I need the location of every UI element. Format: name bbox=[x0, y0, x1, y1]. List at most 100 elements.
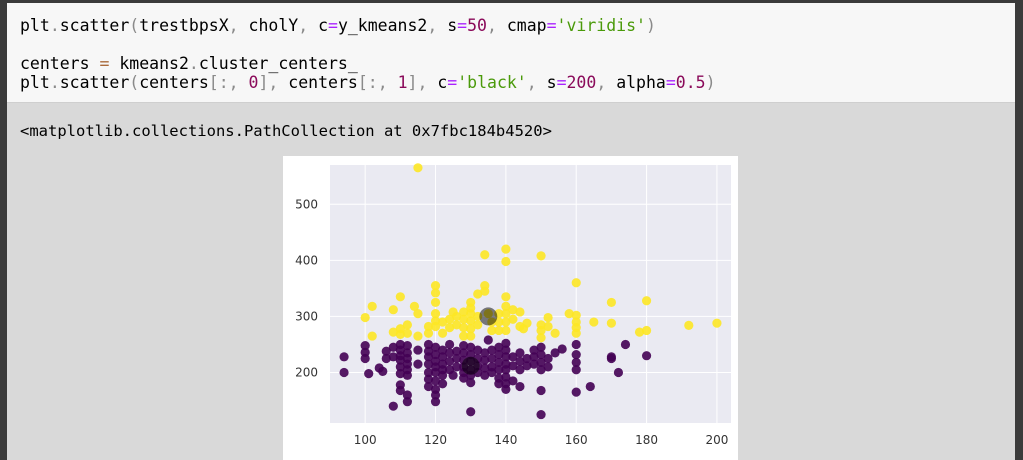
scatter-point-cluster-1 bbox=[501, 325, 511, 336]
scatter-point-cluster-1 bbox=[684, 320, 694, 331]
scatter-point-cluster-0 bbox=[613, 367, 624, 378]
scatter-point-cluster-0 bbox=[430, 390, 441, 400]
scatter-point-cluster-1 bbox=[452, 311, 462, 322]
scatter-point-cluster-1 bbox=[444, 323, 455, 333]
scatter-point-cluster-1 bbox=[536, 325, 546, 336]
scatter-point-cluster-0 bbox=[494, 349, 504, 360]
scatter-point-cluster-0 bbox=[423, 352, 434, 362]
scatter-point-cluster-0 bbox=[522, 353, 532, 364]
scatter-point-cluster-0 bbox=[529, 345, 539, 355]
scatter-point-cluster-1 bbox=[522, 318, 532, 328]
scatter-point-cluster-0 bbox=[466, 407, 476, 417]
scatter-point-cluster-1 bbox=[409, 301, 420, 311]
scatter-point-cluster-1 bbox=[459, 323, 469, 333]
scatter-point-cluster-0 bbox=[571, 357, 581, 368]
scatter-point-cluster-0 bbox=[437, 370, 448, 380]
scatter-point-cluster-0 bbox=[522, 361, 532, 371]
scatter-point-cluster-1 bbox=[423, 321, 434, 332]
scatter-point-cluster-1 bbox=[501, 244, 511, 254]
x-tick-label: 160 bbox=[565, 433, 588, 447]
scatter-point-cluster-1 bbox=[501, 292, 511, 302]
scatter-point-cluster-0 bbox=[444, 356, 455, 366]
notebook-cell[interactable]: plt.scatter(trestbpsX, cholY, c=y_kmeans… bbox=[7, 3, 1015, 460]
scatter-point-cluster-0 bbox=[508, 352, 518, 362]
scatter-point-cluster-1 bbox=[501, 256, 511, 267]
cluster-center-point bbox=[461, 356, 480, 375]
scatter-point-cluster-0 bbox=[529, 352, 539, 362]
cluster-center-point bbox=[479, 307, 498, 326]
scatter-point-cluster-1 bbox=[564, 309, 574, 319]
x-tick-label: 180 bbox=[635, 433, 658, 447]
scatter-point-cluster-0 bbox=[381, 346, 391, 356]
scatter-point-cluster-1 bbox=[508, 314, 518, 324]
scatter-point-cluster-0 bbox=[571, 339, 581, 350]
scatter-point-cluster-0 bbox=[378, 366, 388, 376]
scatter-point-cluster-1 bbox=[543, 321, 553, 332]
scatter-point-cluster-1 bbox=[571, 328, 581, 338]
scatter-point-cluster-0 bbox=[515, 365, 525, 375]
scatter-point-cluster-1 bbox=[589, 317, 599, 327]
scatter-point-cluster-0 bbox=[466, 342, 476, 352]
scatter-point-cluster-1 bbox=[459, 307, 469, 317]
scatter-point-cluster-0 bbox=[536, 365, 546, 375]
code-editor[interactable]: plt.scatter(trestbpsX, cholY, c=y_kmeans… bbox=[7, 3, 1015, 103]
scatter-point-cluster-1 bbox=[423, 328, 434, 338]
code-line-2: centers = kmeans2.cluster_centers_ bbox=[20, 54, 358, 73]
scatter-point-cluster-0 bbox=[339, 352, 349, 362]
scatter-point-cluster-1 bbox=[444, 314, 455, 324]
output-repr-text: <matplotlib.collections.PathCollection a… bbox=[20, 122, 552, 140]
scatter-point-cluster-0 bbox=[571, 365, 581, 375]
scatter-point-cluster-0 bbox=[459, 348, 469, 358]
x-tick-label: 200 bbox=[705, 433, 728, 447]
scatter-point-cluster-1 bbox=[606, 318, 617, 328]
scatter-point-cluster-0 bbox=[413, 359, 423, 369]
scatter-point-cluster-0 bbox=[529, 359, 539, 369]
scatter-point-cluster-1 bbox=[606, 297, 617, 308]
code-line-1: plt.scatter(trestbpsX, cholY, c=y_kmeans… bbox=[20, 16, 656, 35]
scatter-point-cluster-0 bbox=[444, 348, 455, 358]
scatter-point-cluster-0 bbox=[571, 349, 581, 360]
scatter-point-cluster-1 bbox=[360, 312, 370, 323]
scatter-point-cluster-0 bbox=[364, 369, 374, 379]
scatter-point-cluster-0 bbox=[515, 356, 525, 366]
scatter-point-cluster-0 bbox=[543, 362, 553, 372]
scatter-point-cluster-1 bbox=[508, 305, 518, 315]
scatter-point-cluster-0 bbox=[515, 348, 525, 358]
scatter-point-cluster-0 bbox=[536, 349, 546, 360]
scatter-point-cluster-0 bbox=[501, 365, 511, 375]
scatter-point-cluster-0 bbox=[395, 369, 405, 379]
scatter-point-cluster-0 bbox=[448, 370, 458, 380]
scatter-point-cluster-0 bbox=[402, 370, 412, 380]
scatter-point-cluster-0 bbox=[452, 346, 462, 356]
scatter-point-cluster-1 bbox=[437, 317, 448, 327]
scatter-point-cluster-0 bbox=[487, 367, 497, 378]
scatter-point-cluster-0 bbox=[339, 367, 349, 378]
x-tick-label: 100 bbox=[354, 433, 377, 447]
scatter-point-cluster-0 bbox=[402, 390, 412, 400]
plot-area bbox=[330, 165, 731, 423]
scatter-point-cluster-0 bbox=[480, 348, 490, 358]
scatter-point-cluster-0 bbox=[483, 335, 493, 345]
scatter-point-cluster-0 bbox=[620, 339, 631, 350]
scatter-point-cluster-1 bbox=[395, 292, 405, 302]
scatter-point-cluster-1 bbox=[466, 324, 476, 334]
scatter-point-cluster-0 bbox=[480, 370, 490, 380]
scatter-point-cluster-0 bbox=[473, 345, 483, 355]
scatter-point-cluster-1 bbox=[501, 317, 511, 327]
cell-output: <matplotlib.collections.PathCollection a… bbox=[7, 106, 1015, 460]
scatter-point-cluster-1 bbox=[430, 309, 441, 319]
scatter-point-cluster-0 bbox=[430, 367, 441, 378]
scatter-point-cluster-0 bbox=[388, 401, 398, 411]
scatter-point-cluster-1 bbox=[437, 328, 448, 338]
scatter-point-cluster-1 bbox=[402, 320, 412, 330]
scatter-point-cluster-0 bbox=[480, 363, 490, 373]
y-tick-label: 300 bbox=[295, 309, 318, 323]
scatter-point-cluster-0 bbox=[402, 397, 412, 407]
scatter-point-cluster-0 bbox=[430, 349, 441, 360]
scatter-point-cluster-1 bbox=[413, 331, 423, 341]
scatter-point-cluster-1 bbox=[430, 288, 441, 298]
scatter-point-cluster-0 bbox=[487, 345, 497, 355]
scatter-point-cluster-0 bbox=[423, 359, 434, 369]
scatter-point-cluster-1 bbox=[536, 333, 546, 343]
scatter-point-cluster-0 bbox=[494, 379, 504, 389]
